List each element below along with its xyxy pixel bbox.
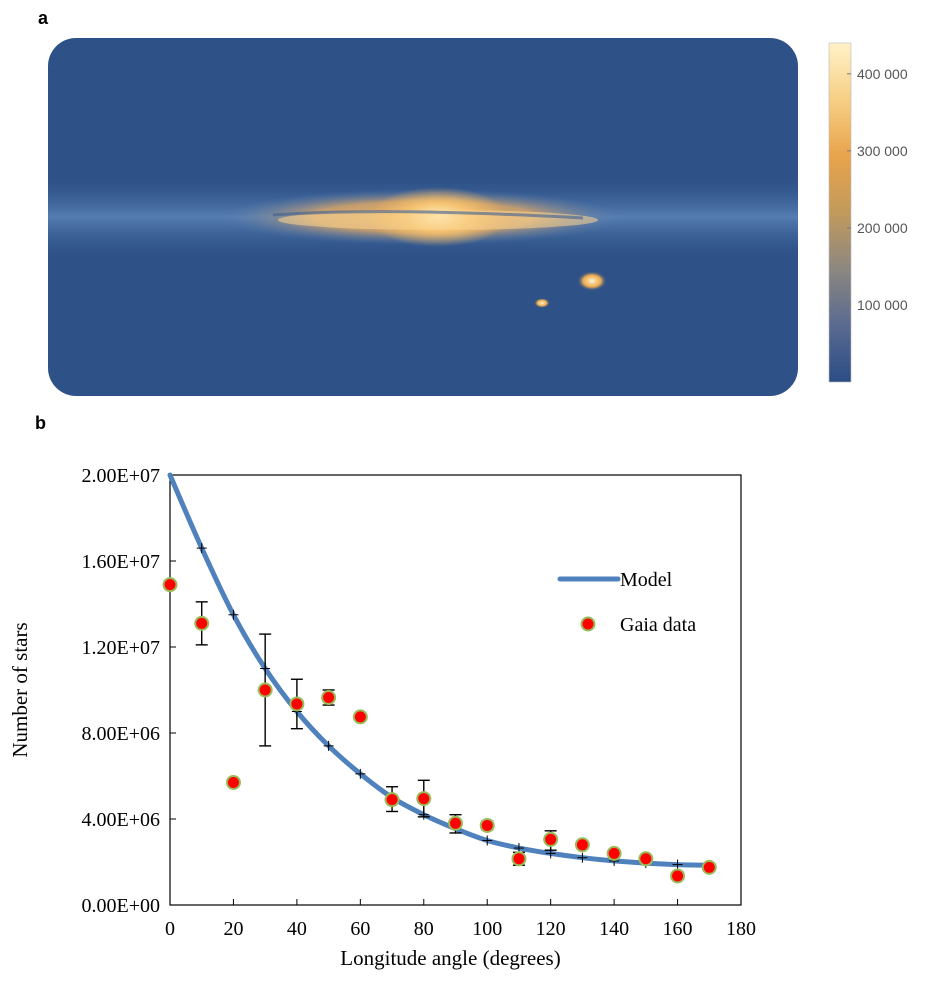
gaia-data-point: [638, 851, 654, 867]
y-tick-label: 1.20E+07: [82, 637, 161, 659]
x-tick-label: 80: [414, 918, 434, 940]
y-tick-label: 1.60E+07: [82, 551, 161, 573]
gaia-data-point: [701, 859, 717, 875]
x-tick-label: 20: [223, 918, 243, 940]
gaia-data-point: [511, 851, 527, 867]
panel-b-label: b: [35, 413, 46, 433]
colorbar-tick-label: 100 000: [857, 297, 908, 313]
gaia-data-point: [289, 696, 305, 712]
colorbar-tick-label: 300 000: [857, 143, 908, 159]
y-axis-label: Number of stars: [8, 622, 32, 757]
dust-lane: [272, 210, 584, 220]
gaia-data-point: [416, 791, 432, 807]
small-magellanic-cloud: [534, 298, 550, 308]
x-tick-label: 40: [287, 918, 307, 940]
gaia-data-point: [543, 831, 559, 847]
colorbar-tick-label: 400 000: [857, 66, 908, 82]
x-tick-label: 160: [663, 918, 693, 940]
x-tick-label: 120: [536, 918, 566, 940]
gaia-data-point: [384, 792, 400, 808]
colorbar-tick-label: 200 000: [857, 220, 908, 236]
gaia-data-point: [448, 815, 463, 831]
colorbar-gradient: [828, 42, 852, 383]
y-tick-label: 8.00E+06: [82, 723, 161, 745]
gaia-data-point: [670, 868, 686, 884]
gaia-data-point: [194, 615, 210, 631]
y-tick-label: 4.00E+06: [82, 809, 161, 831]
legend-gaia-swatch: [580, 616, 596, 632]
gaia-data-point: [352, 709, 368, 725]
gaia-data-point: [321, 690, 337, 706]
large-magellanic-cloud: [577, 271, 607, 291]
gaia-data-point: [479, 817, 495, 833]
gaia-data-point: [574, 837, 590, 853]
legend-model-label: Model: [620, 569, 673, 591]
colorbar: 400 000 300 000 200 000 100 000: [828, 42, 908, 383]
x-tick-label: 100: [472, 918, 502, 940]
galaxy-star-density-map: 400 000 300 000 200 000 100 000: [48, 38, 908, 396]
x-tick-label: 140: [599, 918, 629, 940]
y-tick-label: 0.00E+00: [82, 895, 161, 917]
legend-gaia-label: Gaia data: [620, 614, 696, 636]
gaia-data-point: [225, 774, 241, 790]
x-tick-label: 0: [165, 918, 175, 940]
panel-a-label: a: [38, 8, 49, 28]
gaia-data-point: [162, 577, 178, 593]
x-tick-label: 180: [726, 918, 756, 940]
x-tick-label: 60: [350, 918, 370, 940]
x-axis-label: Longitude angle (degrees): [340, 946, 560, 970]
y-tick-label: 2.00E+07: [82, 465, 161, 487]
gaia-data-point: [257, 682, 273, 698]
gaia-data-point: [606, 845, 622, 861]
plot-area: [169, 474, 742, 906]
